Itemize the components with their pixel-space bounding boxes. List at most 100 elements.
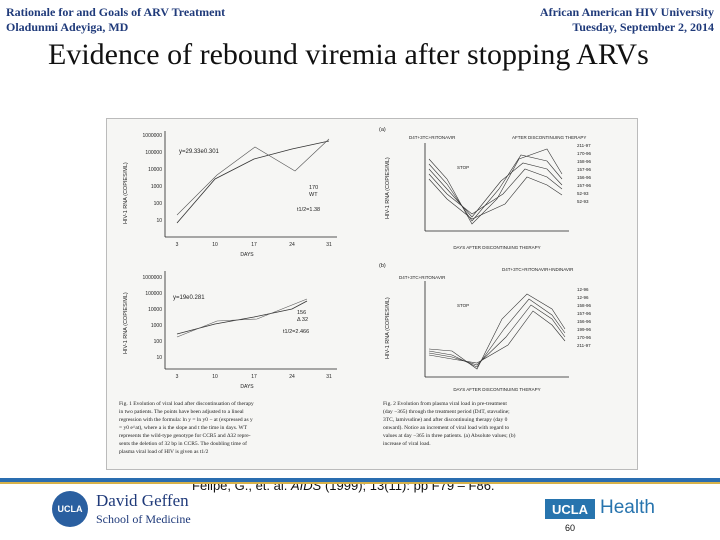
- ucla-seal-logo: UCLA: [52, 491, 88, 527]
- school-name: David Geffen: [96, 491, 189, 510]
- panel-c-header-left: D4T+3TC+RITONAVIR: [409, 135, 456, 140]
- panel-d-legend-item: 170-96: [577, 335, 592, 340]
- panel-b-xtick: 3: [176, 374, 179, 380]
- panel-a-xtick: 17: [251, 242, 257, 248]
- panel-a-legend-sub: WT: [309, 192, 318, 198]
- caption-right-line: Fig. 2 Evolution from plasma viral load …: [383, 400, 507, 407]
- panel-d-legend-item: 158-96: [577, 303, 592, 308]
- panel-b-ytick: 10: [156, 355, 162, 361]
- panel-d-legend-item: 199-96: [577, 327, 592, 332]
- panel-d-xlabel: DAYS AFTER DISCONTINUING THERAPY: [453, 387, 540, 392]
- caption-left-line: Fig. 1 Evolution of viral load after dis…: [119, 400, 254, 407]
- panel-a-yticks: 1000000 100000 10000 1000 100 10: [143, 133, 163, 224]
- ucla-health-wordmark: Health: [600, 497, 655, 518]
- presentation-title: Rationale for and Goals of ARV Treatment: [6, 5, 226, 19]
- panel-d-tag: (b): [379, 263, 386, 269]
- caption-right: Fig. 2 Evolution from plasma viral load …: [383, 400, 516, 447]
- panel-a-xtick: 24: [289, 242, 295, 248]
- caption-left-line: regression with the formula: ln y = ln y…: [119, 416, 253, 423]
- panel-d-header-right: D4T+3TC+RITONAVIR+INDINAVIR: [502, 267, 574, 272]
- panel-b-legend-sub: Δ 32: [297, 317, 308, 323]
- footer-divider-gold: [0, 482, 720, 484]
- panel-a-xtick: 31: [326, 242, 332, 248]
- panel-d-yaxis: HIV-1 RNA (COPIES/ML): [385, 297, 391, 359]
- panel-b-yticks: 1000000 100000 10000 1000 100 10: [143, 275, 163, 361]
- panel-b-xtick: 31: [326, 374, 332, 380]
- panel-a-half-life: t1/2=1.38: [297, 207, 320, 213]
- caption-right-line: increase of viral load.: [383, 440, 431, 447]
- panel-c: (a) HIV-1 RNA (COPIES/ML) D4T+3TC+RITONA…: [379, 127, 592, 250]
- panel-c-legend-item: 157-96: [577, 183, 592, 188]
- panel-a-formula: y=29.33e0.301: [179, 149, 220, 155]
- panel-b-ytick: 10000: [148, 307, 162, 313]
- panel-a-legend-id: 170: [309, 185, 318, 191]
- panel-c-stop: STOP: [457, 165, 469, 170]
- panel-a-xlabel: DAYS: [240, 252, 254, 258]
- caption-left-line: = y0 e^at), where a is the slope and t t…: [119, 424, 248, 431]
- panel-d-legend-item: 156-96: [577, 319, 592, 324]
- panel-d-header-left: D4T+3TC+RITONAVIR: [399, 275, 446, 280]
- panel-b-formula: y=19e0.281: [173, 295, 205, 301]
- panel-b-xlabel: DAYS: [240, 384, 254, 390]
- panel-c-legend-item: 156-96: [577, 175, 592, 180]
- panel-b-xticks: 3 10 17 24 31: [176, 374, 332, 380]
- slide-title: Evidence of rebound viremia after stoppi…: [48, 38, 649, 71]
- event-name: African American HIV University: [539, 5, 714, 19]
- panel-a-ytick: 1000: [151, 184, 162, 190]
- panel-b-xtick: 17: [251, 374, 257, 380]
- event-date: Tuesday, September 2, 2014: [572, 20, 714, 34]
- school-subtitle: School of Medicine: [96, 512, 191, 526]
- panel-d-legend-item: 12-96: [577, 295, 589, 300]
- panel-c-legend-item: 211-97: [577, 143, 591, 148]
- caption-right-line: 3TC, lamivudine) and after discontinuing…: [383, 416, 508, 423]
- caption-left-line: represents the wild-type genotype for CC…: [119, 432, 251, 439]
- figure-scan: HIV-1 RNA (COPIES/ML) 1000000 100000 100…: [106, 118, 638, 470]
- panel-b-yaxis: HIV-1 RNA (COPIES/ML): [123, 292, 129, 354]
- panel-b-ytick: 100000: [145, 291, 162, 297]
- panel-a-xticks: 3 10 17 24 31: [176, 242, 332, 248]
- panel-c-legend-item: 52-93: [577, 199, 589, 204]
- panel-c-header-right: AFTER DISCONTINUING THERAPY: [512, 135, 586, 140]
- ucla-logo-box: UCLA: [545, 499, 595, 519]
- panel-a-ytick: 100: [154, 201, 163, 207]
- panel-a-ytick: 100000: [145, 150, 162, 156]
- panel-d-legend: 12-96 12-96 158-96 157-96 156-96 199-96 …: [577, 287, 592, 348]
- panel-c-legend-item: 158-96: [577, 159, 592, 164]
- panel-a-ytick: 1000000: [143, 133, 163, 139]
- panel-b-ytick: 1000000: [143, 275, 163, 281]
- panel-b-xtick: 24: [289, 374, 295, 380]
- caption-left-line: in two patients. The points have been ad…: [119, 409, 244, 415]
- panel-c-xlabel: DAYS AFTER DISCONTINUING THERAPY: [453, 245, 540, 250]
- panel-d-legend-item: 211-97: [577, 343, 591, 348]
- caption-left-line: sents the deletion of 32 bp in CCR5. The…: [119, 440, 247, 447]
- panel-a-xtick: 3: [176, 242, 179, 248]
- panel-c-legend-item: 157-96: [577, 167, 592, 172]
- panel-b: HIV-1 RNA (COPIES/ML) 1000000 100000 100…: [123, 271, 337, 390]
- panel-a-ytick: 10: [156, 218, 162, 224]
- presenter-name: Oladunmi Adeyiga, MD: [6, 20, 129, 34]
- footer-divider-blue: [0, 478, 720, 482]
- panel-d-legend-item: 12-96: [577, 287, 589, 292]
- panel-d: (b) HIV-1 RNA (COPIES/ML) D4T+3TC+RITONA…: [379, 263, 592, 392]
- panel-b-legend-id: 156: [297, 310, 306, 316]
- panel-b-ytick: 100: [154, 339, 163, 345]
- panel-b-ytick: 1000: [151, 323, 162, 329]
- panel-c-legend-item: 52-93: [577, 191, 589, 196]
- caption-right-line: values at day −365 in three patients. (a…: [383, 432, 516, 439]
- panel-a: HIV-1 RNA (COPIES/ML) 1000000 100000 100…: [123, 131, 337, 258]
- panel-c-legend: 211-97 170-96 158-96 157-96 156-96 157-9…: [577, 143, 592, 204]
- panel-a-xtick: 10: [212, 242, 218, 248]
- panel-c-legend-item: 170-96: [577, 151, 592, 156]
- header-left: Rationale for and Goals of ARV Treatment…: [6, 5, 225, 35]
- caption-right-line: (day −365) through the treatment period …: [383, 408, 510, 415]
- panel-a-ytick: 10000: [148, 167, 162, 173]
- header-right: African American HIV University Tuesday,…: [540, 5, 714, 35]
- panel-a-yaxis: HIV-1 RNA (COPIES/ML): [123, 162, 129, 224]
- page-number: 60: [565, 523, 576, 533]
- panel-b-half-life: t1/2=2.466: [283, 329, 309, 335]
- panel-d-stop: STOP: [457, 303, 469, 308]
- caption-left-line: plasma viral load of HIV is given as t1/…: [119, 448, 209, 455]
- panel-c-tag: (a): [379, 127, 386, 133]
- caption-left: Fig. 1 Evolution of viral load after dis…: [119, 400, 254, 455]
- panel-d-legend-item: 157-96: [577, 311, 592, 316]
